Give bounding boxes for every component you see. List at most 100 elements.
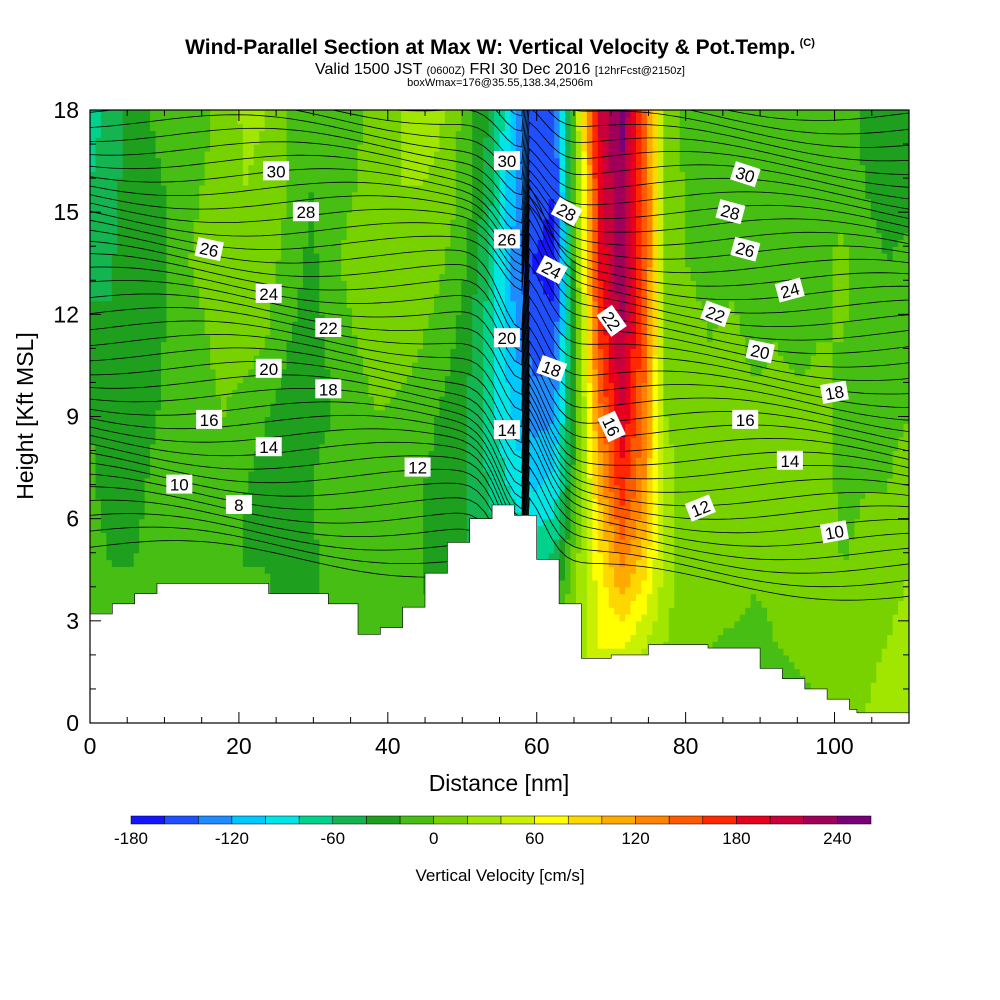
w-cell <box>772 552 779 561</box>
w-cell <box>810 559 817 567</box>
w-cell <box>204 532 211 540</box>
w-cell <box>832 620 839 629</box>
w-cell <box>630 505 637 513</box>
w-cell <box>177 566 184 574</box>
w-cell <box>412 518 419 527</box>
w-cell <box>717 552 724 561</box>
w-cell <box>292 525 299 533</box>
w-cell <box>122 545 129 554</box>
w-cell <box>554 545 561 554</box>
w-cell <box>892 620 899 629</box>
w-cell <box>887 505 894 513</box>
w-cell <box>810 600 817 608</box>
w-cell <box>821 566 828 574</box>
w-cell <box>881 579 888 588</box>
w-cell <box>745 634 752 642</box>
w-cell <box>565 566 572 574</box>
w-cell <box>843 586 850 595</box>
w-cell <box>259 525 266 533</box>
w-cell <box>559 579 566 588</box>
w-cell <box>734 545 741 554</box>
w-cell <box>777 620 785 629</box>
w-cell <box>794 498 801 506</box>
w-cell <box>636 505 643 513</box>
w-cell <box>761 559 768 567</box>
w-cell <box>319 532 326 540</box>
w-cell <box>111 532 118 540</box>
w-cell <box>870 620 877 629</box>
w-cell <box>772 586 779 595</box>
w-cell <box>537 505 544 513</box>
w-cell <box>122 586 129 595</box>
w-cell <box>848 559 855 567</box>
w-cell <box>625 614 632 622</box>
w-cell <box>625 566 632 574</box>
w-cell <box>668 627 675 636</box>
w-cell <box>335 545 342 554</box>
w-cell <box>373 579 380 588</box>
w-cell <box>548 525 555 533</box>
w-cell <box>439 539 446 547</box>
w-cell <box>330 573 337 581</box>
w-cell <box>903 702 909 710</box>
w-cell <box>586 614 593 622</box>
w-cell <box>777 641 785 649</box>
w-cell <box>859 586 866 595</box>
w-cell <box>100 586 107 595</box>
w-cell <box>297 586 304 595</box>
w-cell <box>679 607 686 615</box>
w-cell <box>854 627 861 636</box>
w-cell <box>346 559 353 567</box>
w-cell <box>887 593 894 601</box>
w-cell <box>859 566 866 574</box>
w-cell <box>286 511 293 520</box>
w-cell <box>832 498 839 506</box>
w-cell <box>794 607 801 615</box>
w-cell <box>139 579 146 588</box>
w-cell <box>750 525 757 533</box>
w-cell <box>308 552 315 561</box>
w-cell <box>652 600 659 608</box>
w-cell <box>379 498 386 506</box>
w-cell <box>384 593 391 601</box>
w-cell <box>139 505 146 513</box>
w-cell <box>395 518 402 527</box>
w-cell <box>330 545 337 554</box>
w-cell <box>559 559 566 567</box>
w-cell <box>701 620 708 629</box>
w-cell <box>696 620 703 629</box>
w-cell <box>810 511 817 520</box>
w-cell <box>668 532 675 540</box>
w-cell <box>357 607 364 615</box>
w-cell <box>308 573 315 581</box>
w-cell <box>750 545 757 554</box>
w-cell <box>368 620 375 629</box>
w-cell <box>226 573 233 581</box>
w-cell <box>226 518 233 527</box>
w-cell <box>619 627 626 636</box>
w-cell <box>728 600 735 608</box>
w-cell <box>215 511 222 520</box>
w-cell <box>903 566 909 574</box>
w-cell <box>810 593 817 601</box>
w-cell <box>756 532 763 540</box>
w-cell <box>887 559 894 567</box>
w-cell <box>734 641 741 649</box>
w-cell <box>865 654 872 663</box>
w-cell <box>865 511 872 520</box>
w-cell <box>122 505 129 513</box>
w-cell <box>701 627 708 636</box>
w-cell <box>346 525 353 533</box>
w-cell <box>614 505 621 513</box>
w-cell <box>799 661 806 670</box>
w-cell <box>859 641 866 649</box>
w-cell <box>816 532 823 540</box>
w-cell <box>248 539 255 547</box>
w-cell <box>352 532 359 540</box>
w-cell <box>805 566 812 574</box>
w-cell <box>903 668 909 676</box>
w-cell <box>586 532 593 540</box>
w-cell <box>357 620 364 629</box>
w-cell <box>373 593 380 601</box>
w-cell <box>450 532 457 540</box>
